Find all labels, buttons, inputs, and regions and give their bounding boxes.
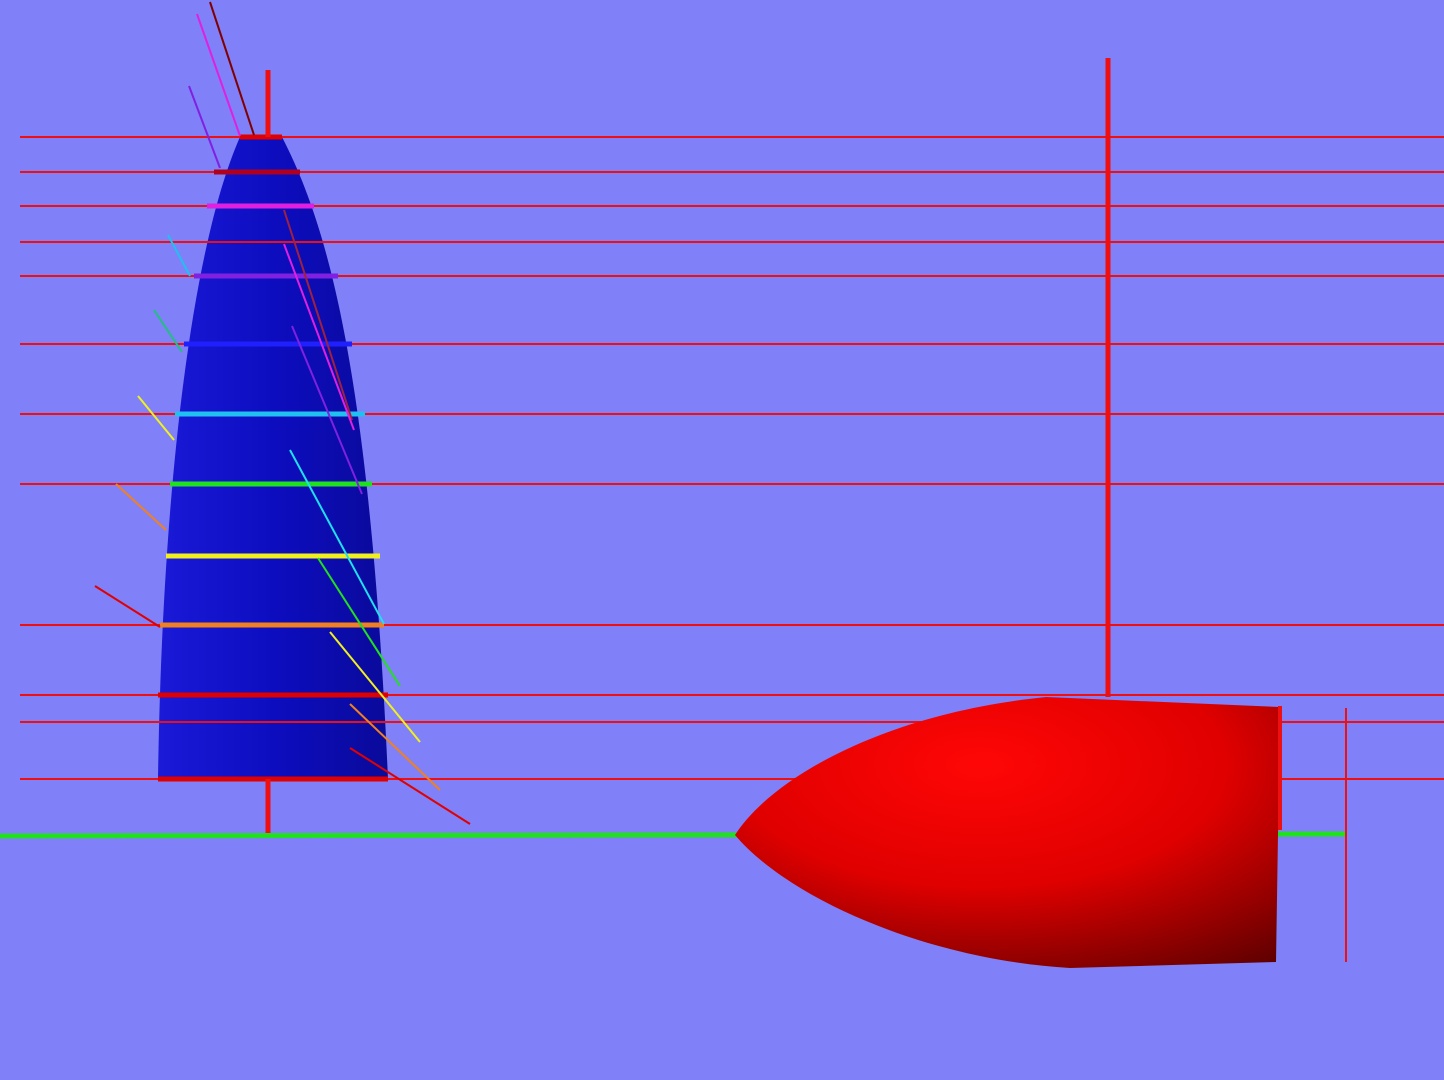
vector (317, 557, 401, 687)
vector (209, 1, 255, 136)
vector (283, 243, 355, 431)
axis-markers (265, 58, 1347, 962)
vector (329, 631, 421, 743)
vector (94, 585, 161, 628)
vector (291, 325, 363, 495)
vector (167, 234, 191, 277)
red-body (735, 697, 1280, 968)
vector (188, 85, 221, 169)
vector (283, 209, 353, 421)
section-bands (158, 134, 388, 782)
vector (289, 449, 385, 625)
blue-spire (158, 137, 388, 779)
vector (153, 309, 183, 353)
vector (196, 13, 241, 137)
vector (115, 483, 167, 531)
vector (349, 703, 441, 791)
blue-body (158, 137, 388, 779)
vector (349, 747, 471, 825)
normal-vectors (94, 1, 471, 825)
vector (137, 395, 175, 441)
